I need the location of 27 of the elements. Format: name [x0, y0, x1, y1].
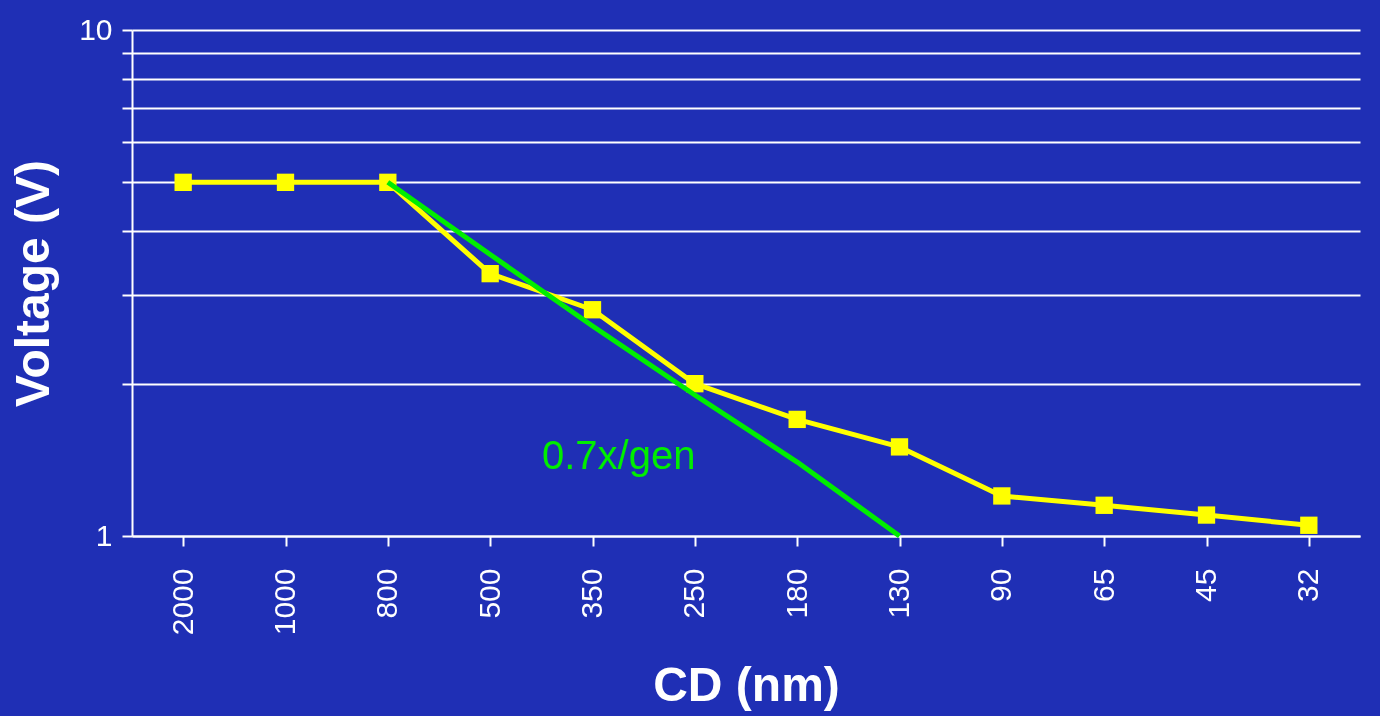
point: [890, 438, 909, 456]
y-axis-title: Voltage (V): [6, 159, 60, 408]
point: [1095, 496, 1113, 514]
point: [583, 301, 602, 319]
x-tick-label: 350: [575, 568, 608, 619]
x-tick-label: 2000: [165, 568, 199, 636]
x-axis-title: CD (nm): [653, 658, 840, 712]
x-tick-label: 45: [1189, 568, 1222, 602]
x-tick-label: 250: [677, 568, 711, 619]
point: [481, 264, 499, 283]
x-tick-label: 800: [370, 568, 404, 619]
annotation: 0.7x/gen: [542, 433, 696, 477]
point: [993, 487, 1011, 505]
x-tick-label: 32: [1291, 568, 1325, 602]
point: [788, 410, 806, 429]
x-tick-label: 130: [882, 568, 915, 619]
point: [1197, 506, 1216, 524]
x-tick-label: 500: [472, 568, 506, 619]
point: [1300, 516, 1318, 534]
y-tick-label: 1: [95, 518, 113, 552]
point: [276, 173, 295, 191]
x-tick-label: 65: [1086, 568, 1120, 602]
x-tick-label: 1000: [268, 568, 301, 636]
y-tick-label: 10: [79, 12, 113, 46]
x-tick-label: 180: [779, 568, 813, 619]
x-tick-label: 90: [984, 568, 1018, 602]
point: [174, 173, 192, 191]
